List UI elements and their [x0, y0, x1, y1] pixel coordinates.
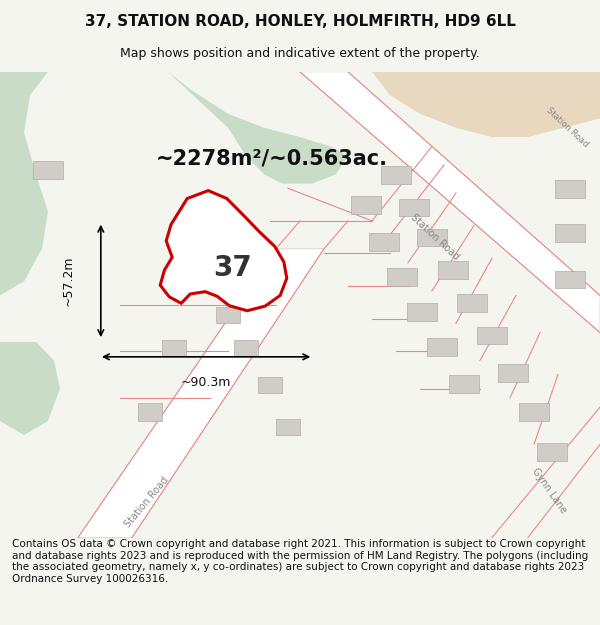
Polygon shape — [372, 72, 600, 137]
Bar — [369, 234, 399, 251]
Text: 37, STATION ROAD, HONLEY, HOLMFIRTH, HD9 6LL: 37, STATION ROAD, HONLEY, HOLMFIRTH, HD9… — [85, 14, 515, 29]
Bar — [555, 224, 585, 242]
Bar — [33, 161, 63, 179]
Bar — [234, 340, 258, 356]
Bar — [449, 376, 479, 393]
Bar — [237, 244, 261, 261]
Bar — [399, 199, 429, 216]
Text: Station Road: Station Road — [544, 106, 590, 149]
Text: Map shows position and indicative extent of the property.: Map shows position and indicative extent… — [120, 48, 480, 61]
Bar — [138, 403, 162, 421]
Bar — [407, 303, 437, 321]
Text: Contains OS data © Crown copyright and database right 2021. This information is : Contains OS data © Crown copyright and d… — [12, 539, 588, 584]
Bar — [387, 268, 417, 286]
Bar — [417, 229, 447, 246]
Text: ~57.2m: ~57.2m — [61, 256, 74, 306]
Bar — [537, 443, 567, 461]
Text: 37: 37 — [213, 254, 251, 282]
Text: Gynn Lane: Gynn Lane — [530, 466, 568, 516]
Bar — [258, 378, 282, 393]
Bar — [225, 272, 249, 288]
Bar — [498, 364, 528, 381]
Bar — [276, 419, 300, 435]
Text: Station Road: Station Road — [409, 213, 461, 262]
Bar — [555, 271, 585, 288]
Polygon shape — [300, 72, 600, 332]
Polygon shape — [168, 72, 348, 184]
Bar — [381, 166, 411, 184]
Bar — [427, 338, 457, 356]
Polygon shape — [160, 191, 287, 311]
Bar — [519, 403, 549, 421]
Text: ~2278m²/~0.563ac.: ~2278m²/~0.563ac. — [156, 148, 388, 168]
Bar — [351, 196, 381, 214]
Polygon shape — [78, 249, 324, 538]
Text: ~90.3m: ~90.3m — [181, 376, 231, 389]
Bar — [216, 308, 240, 323]
Bar — [438, 261, 468, 279]
Bar — [162, 340, 186, 356]
Bar — [457, 294, 487, 312]
Polygon shape — [0, 342, 60, 435]
Text: Station Road: Station Road — [123, 476, 171, 529]
Bar — [477, 327, 507, 344]
Bar — [555, 180, 585, 198]
Polygon shape — [0, 72, 48, 296]
